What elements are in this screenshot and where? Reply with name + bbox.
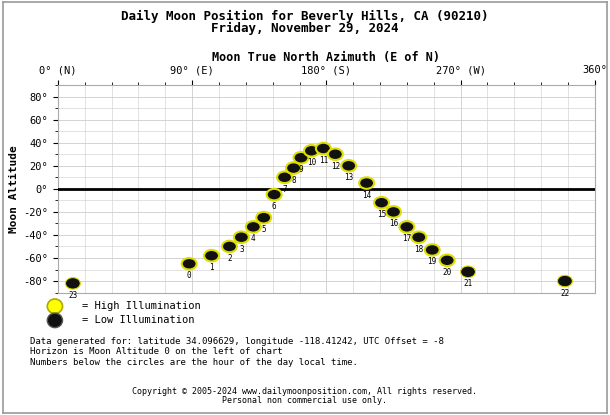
X-axis label: Moon True North Azimuth (E of N): Moon True North Azimuth (E of N) — [212, 51, 440, 64]
Text: Daily Moon Position for Beverly Hills, CA (90210): Daily Moon Position for Beverly Hills, C… — [121, 10, 489, 24]
Text: Friday, November 29, 2024: Friday, November 29, 2024 — [211, 22, 399, 35]
Ellipse shape — [204, 250, 219, 261]
Text: 1: 1 — [209, 263, 214, 272]
Text: 6: 6 — [272, 202, 276, 211]
Ellipse shape — [65, 278, 81, 289]
Ellipse shape — [341, 160, 356, 171]
Text: 22: 22 — [561, 288, 570, 298]
Text: Copyright © 2005-2024 www.dailymoonposition.com, All rights reserved.: Copyright © 2005-2024 www.dailymoonposit… — [132, 387, 478, 396]
Ellipse shape — [440, 254, 454, 266]
Ellipse shape — [558, 275, 572, 287]
Text: 7: 7 — [282, 185, 287, 194]
Text: 12: 12 — [331, 162, 340, 171]
Text: 8: 8 — [291, 176, 296, 185]
Text: 10: 10 — [307, 158, 316, 167]
Text: 21: 21 — [464, 279, 473, 288]
Ellipse shape — [256, 212, 271, 223]
Text: 5: 5 — [262, 225, 266, 234]
Text: 0: 0 — [187, 271, 192, 280]
Ellipse shape — [359, 177, 374, 189]
Ellipse shape — [246, 221, 260, 233]
Text: 18: 18 — [414, 245, 423, 254]
Ellipse shape — [328, 149, 343, 160]
Text: 19: 19 — [428, 257, 437, 266]
Ellipse shape — [48, 313, 63, 328]
Ellipse shape — [304, 145, 319, 156]
Ellipse shape — [277, 171, 292, 183]
Text: = High Illumination: = High Illumination — [82, 301, 201, 311]
Y-axis label: Moon Altitude: Moon Altitude — [9, 145, 19, 233]
Text: Horizon is Moon Altitude 0 on the left of chart: Horizon is Moon Altitude 0 on the left o… — [30, 347, 283, 356]
Text: 3: 3 — [239, 245, 243, 254]
Text: Numbers below the circles are the hour of the day local time.: Numbers below the circles are the hour o… — [30, 358, 359, 367]
Text: Personal non commercial use only.: Personal non commercial use only. — [223, 396, 387, 405]
Ellipse shape — [234, 232, 249, 243]
Text: 11: 11 — [319, 156, 328, 165]
Text: 15: 15 — [377, 210, 386, 219]
Ellipse shape — [461, 266, 475, 278]
Ellipse shape — [425, 244, 440, 256]
Text: 13: 13 — [344, 173, 353, 182]
Text: 14: 14 — [362, 190, 371, 200]
Ellipse shape — [374, 197, 389, 208]
Text: 23: 23 — [68, 291, 77, 300]
Ellipse shape — [48, 299, 63, 314]
Text: = Low Illumination: = Low Illumination — [82, 315, 195, 325]
Ellipse shape — [411, 232, 426, 243]
Text: 2: 2 — [227, 254, 232, 263]
Ellipse shape — [400, 221, 414, 233]
Ellipse shape — [182, 258, 196, 269]
Ellipse shape — [267, 189, 282, 200]
Ellipse shape — [286, 162, 301, 174]
Text: 4: 4 — [251, 234, 256, 243]
Text: 17: 17 — [402, 234, 412, 243]
Text: 20: 20 — [442, 268, 452, 277]
Text: 9: 9 — [299, 165, 303, 174]
Text: 16: 16 — [389, 220, 398, 228]
Ellipse shape — [293, 152, 309, 164]
Ellipse shape — [386, 206, 401, 217]
Text: Data generated for: latitude 34.096629, longitude -118.41242, UTC Offset = -8: Data generated for: latitude 34.096629, … — [30, 337, 444, 346]
Ellipse shape — [222, 241, 237, 252]
Ellipse shape — [316, 143, 331, 154]
